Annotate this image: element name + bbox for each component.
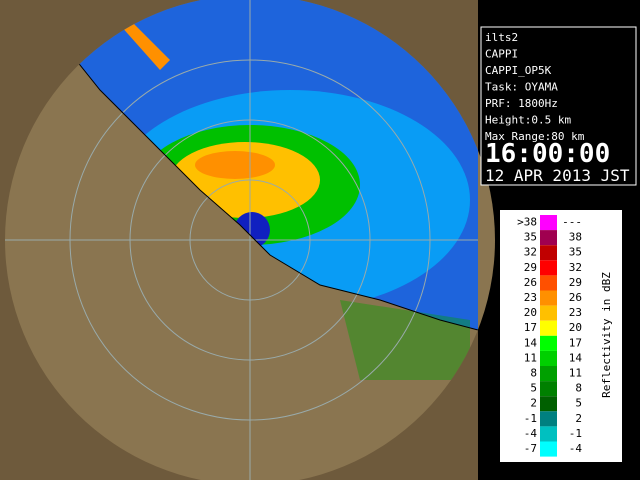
- legend-high: 8: [575, 382, 582, 395]
- legend-swatch: [540, 275, 557, 291]
- legend-low: 8: [530, 367, 537, 380]
- legend-swatch: [540, 366, 557, 382]
- legend-low: 11: [524, 351, 537, 364]
- legend-high: 5: [575, 397, 582, 410]
- legend-low: 32: [524, 246, 537, 259]
- legend-high: 32: [569, 261, 582, 274]
- date: 12 APR 2013 JST: [485, 166, 630, 185]
- legend-low: -1: [524, 412, 537, 425]
- info-line: CAPPI_OP5K: [485, 64, 552, 77]
- legend-title: Reflectivity in dBZ: [600, 272, 613, 398]
- legend-low: 20: [524, 306, 537, 319]
- legend-low: 2: [530, 397, 537, 410]
- info-line: ilts2: [485, 31, 518, 44]
- legend-swatch: [540, 305, 557, 321]
- legend-low: 29: [524, 261, 537, 274]
- legend-swatch: [540, 441, 557, 457]
- info-text: ilts2 CAPPI CAPPI_OP5K Task: OYAMA PRF: 1800…: [485, 31, 630, 185]
- legend-swatch: [540, 350, 557, 366]
- legend-swatch: [540, 411, 557, 427]
- legend-high: 17: [569, 336, 582, 349]
- info-box: [480, 26, 637, 186]
- legend-high: ---: [562, 216, 582, 229]
- map: [0, 0, 495, 480]
- time: 16:00:00: [485, 139, 610, 169]
- legend-high: 38: [569, 231, 582, 244]
- legend-swatch: [540, 320, 557, 336]
- legend-high: 26: [569, 291, 582, 304]
- legend-swatch: [540, 230, 557, 246]
- legend-low: 14: [524, 336, 538, 349]
- legend-low: 23: [524, 291, 537, 304]
- legend-swatch: [540, 245, 557, 261]
- legend-swatch: [540, 260, 557, 276]
- legend-high: 35: [569, 246, 582, 259]
- legend-swatch: [540, 426, 557, 442]
- legend-swatch: [540, 335, 557, 351]
- legend-low: -7: [524, 442, 537, 455]
- legend-swatch: [540, 290, 557, 306]
- legend-swatch: [540, 215, 557, 231]
- legend-low: >38: [517, 216, 537, 229]
- legend-low: 26: [524, 276, 537, 289]
- legend-high: 29: [569, 276, 582, 289]
- legend-swatch: [540, 396, 557, 412]
- legend-low: 17: [524, 321, 537, 334]
- info-line: Task: OYAMA: [485, 81, 558, 94]
- legend-low: 35: [524, 231, 537, 244]
- info-line: CAPPI: [485, 48, 518, 61]
- info-line: PRF: 1800Hz: [485, 97, 558, 110]
- info-line: Max Range:80 km: [485, 130, 585, 143]
- info-line: Height:0.5 km: [485, 114, 571, 127]
- legend-high: 2: [575, 412, 582, 425]
- legend-low: -4: [524, 427, 538, 440]
- legend-high: 23: [569, 306, 582, 319]
- legend-low: 5: [530, 382, 537, 395]
- legend: >38 --- 35 38 32 35 29 32 26 29 23 26 20 23 17 20 14 17 11…: [517, 215, 613, 457]
- legend-high: 20: [569, 321, 582, 334]
- legend-high: 14: [569, 351, 583, 364]
- legend-high: 11: [569, 367, 582, 380]
- legend-swatch: [540, 381, 557, 397]
- legend-high: -4: [569, 442, 583, 455]
- legend-box: [500, 210, 622, 462]
- legend-high: -1: [569, 427, 582, 440]
